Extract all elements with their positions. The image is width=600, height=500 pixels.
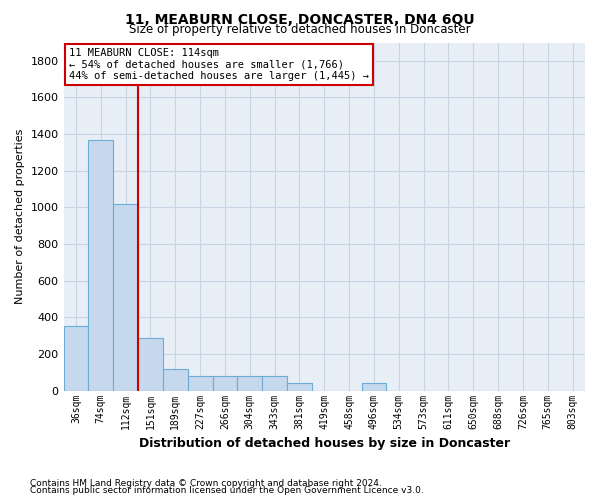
Text: Contains public sector information licensed under the Open Government Licence v3: Contains public sector information licen… <box>30 486 424 495</box>
X-axis label: Distribution of detached houses by size in Doncaster: Distribution of detached houses by size … <box>139 437 510 450</box>
Text: 11 MEABURN CLOSE: 114sqm
← 54% of detached houses are smaller (1,766)
44% of sem: 11 MEABURN CLOSE: 114sqm ← 54% of detach… <box>69 48 369 81</box>
Bar <box>238 376 262 390</box>
Bar <box>188 376 212 390</box>
Bar <box>113 204 138 390</box>
Y-axis label: Number of detached properties: Number of detached properties <box>15 129 25 304</box>
Bar <box>163 368 188 390</box>
Text: Contains HM Land Registry data © Crown copyright and database right 2024.: Contains HM Land Registry data © Crown c… <box>30 478 382 488</box>
Bar <box>287 384 312 390</box>
Bar <box>212 376 238 390</box>
Bar <box>138 338 163 390</box>
Bar <box>64 326 88 390</box>
Bar <box>88 140 113 390</box>
Bar <box>362 384 386 390</box>
Text: 11, MEABURN CLOSE, DONCASTER, DN4 6QU: 11, MEABURN CLOSE, DONCASTER, DN4 6QU <box>125 12 475 26</box>
Bar <box>262 376 287 390</box>
Text: Size of property relative to detached houses in Doncaster: Size of property relative to detached ho… <box>129 22 471 36</box>
